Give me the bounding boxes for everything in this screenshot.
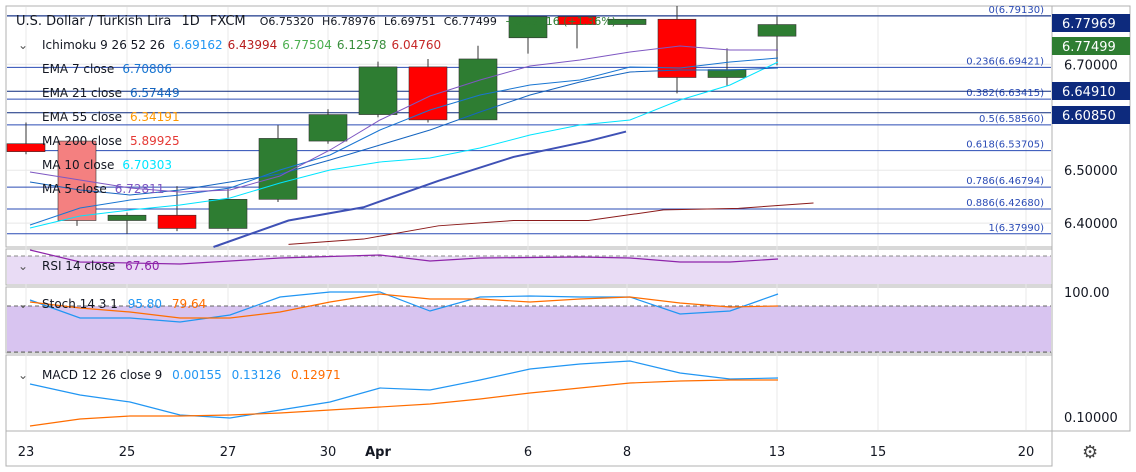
candle[interactable] — [408, 66, 448, 121]
indicator-legend-item[interactable]: MA 200 close 5.89925 — [42, 134, 180, 148]
y-tick-label: 6.50000 — [1064, 164, 1118, 179]
price-label-last: 6.77499 — [1062, 40, 1116, 55]
stoch-k-line — [29, 291, 779, 323]
x-tick-label: 25 — [119, 445, 136, 460]
x-tick-label: 20 — [1018, 445, 1035, 460]
candle[interactable] — [258, 138, 298, 200]
chevron-icon-macd: ⌄ — [18, 368, 28, 382]
ma-line — [213, 130, 627, 248]
rsi-band — [7, 256, 1051, 284]
macd-axis-label: 0.10000 — [1064, 411, 1118, 426]
y-tick-label: 6.40000 — [1064, 217, 1118, 232]
fib-level-label: 0.786(6.46794) — [966, 176, 1044, 187]
price-axis-labels: 6.77969 6.77499 6.64910 6.60850 100.00 0… — [1052, 14, 1130, 426]
exchange: FXCM — [210, 14, 246, 29]
macd-signal-line — [29, 379, 778, 427]
ohlc-high: H6.78976 — [322, 15, 376, 28]
indicator-legend-item[interactable]: MA 5 close 6.72811 — [42, 182, 164, 196]
candle[interactable] — [607, 18, 647, 25]
price-label-top: 6.77969 — [1062, 17, 1116, 32]
x-tick-label: 27 — [220, 445, 237, 460]
candle[interactable] — [107, 214, 147, 221]
candle[interactable] — [557, 16, 597, 25]
x-tick-labels: 23 25 27 30 Apr 6 8 13 15 20 — [18, 445, 1035, 460]
stoch-label: Stoch 14 3 1 95.80 79.64 — [42, 297, 206, 311]
indicator-legend-item[interactable]: MA 10 close 6.70303 — [42, 158, 172, 172]
fib-level-label: 0.5(6.58560) — [979, 114, 1044, 125]
ma-5-line — [29, 45, 778, 193]
price-label-b: 6.60850 — [1062, 109, 1116, 124]
stoch-band — [7, 306, 1051, 352]
chevron-icon-main: ⌄ — [18, 38, 28, 52]
x-tick-label: 30 — [320, 445, 337, 460]
indicator-legend-item[interactable]: Ichimoku 9 26 52 26 6.69162 6.43994 6.77504… — [42, 38, 441, 52]
chevron-icon-stoch: ⌄ — [18, 297, 28, 311]
interval: 1D — [181, 14, 199, 29]
price-box-top — [1052, 14, 1130, 32]
time-axis[interactable] — [5, 430, 1053, 467]
symbol-title: U.S. Dollar / Turkish Lira — [16, 14, 171, 29]
y-tick-label: 6.70000 — [1064, 58, 1118, 73]
ohlc-low: L6.69751 — [384, 15, 436, 28]
ohlc-change: +0.09116 (+1.36%) — [505, 15, 616, 28]
chevron-icon-rsi: ⌄ — [18, 259, 28, 273]
stoch-d-line — [29, 293, 779, 319]
candle[interactable] — [308, 114, 348, 142]
gear-icon[interactable]: ⚙ — [1082, 442, 1098, 463]
ema-21-line — [29, 67, 779, 196]
indicator-legend[interactable]: Ichimoku 9 26 52 26 6.69162 6.43994 6.77504… — [42, 38, 441, 196]
price-axis[interactable] — [1051, 5, 1131, 432]
ma-10-line — [29, 61, 779, 229]
macd-label: MACD 12 26 close 9 0.00155 0.13126 0.129… — [42, 368, 341, 382]
price-label-a: 6.64910 — [1062, 85, 1116, 100]
fib-level-label: 0.886(6.42680) — [966, 198, 1044, 209]
candle[interactable] — [208, 199, 248, 229]
candle[interactable] — [707, 69, 747, 78]
indicator-legend-item[interactable]: EMA 7 close 6.70806 — [42, 62, 172, 76]
fib-level-label: 1(6.37990) — [988, 223, 1044, 234]
ma-line — [288, 202, 814, 245]
candle[interactable] — [757, 24, 797, 37]
svg-text:U.S. Dollar / Turkish Lira: U.S. Dollar / Turkish Lira 1D FXCM O6.75… — [16, 14, 616, 29]
x-tick-label: 13 — [769, 445, 786, 460]
indicator-legend-item[interactable]: EMA 21 close 6.57449 — [42, 86, 180, 100]
x-tick-label: 23 — [18, 445, 35, 460]
x-tick-label: Apr — [365, 445, 391, 460]
x-tick-label: 6 — [524, 445, 532, 460]
rsi-label: RSI 14 close 67.60 — [42, 259, 160, 273]
fib-level-label: 0.236(6.69421) — [966, 56, 1044, 67]
candle[interactable] — [508, 16, 548, 39]
price-box-b — [1052, 106, 1130, 124]
candle[interactable] — [6, 143, 46, 152]
x-tick-label: 8 — [623, 445, 631, 460]
candle[interactable] — [358, 66, 398, 115]
candle[interactable] — [458, 58, 498, 121]
price-box-a — [1052, 82, 1130, 100]
candle[interactable] — [157, 214, 197, 229]
price-box-last — [1052, 37, 1130, 55]
stoch-axis-label: 100.00 — [1064, 286, 1110, 301]
ohlc-open: O6.75320 — [260, 15, 314, 28]
indicator-legend-item[interactable]: EMA 55 close 6.34191 — [42, 110, 180, 124]
header: U.S. Dollar / Turkish Lira 1D FXCM O6.75… — [16, 14, 616, 29]
macd-line — [29, 360, 779, 419]
collapse-chevrons[interactable]: ⌄ ⌄ ⌄ ⌄ — [18, 38, 28, 382]
x-tick-label: 15 — [870, 445, 887, 460]
fib-level-label: 0(6.79130) — [988, 5, 1044, 16]
candle[interactable] — [57, 140, 97, 221]
fib-level-label: 0.382(6.63415) — [966, 88, 1044, 99]
rsi-line — [29, 249, 779, 265]
fib-level-label: 0.618(6.53705) — [966, 140, 1044, 151]
ohlc-close: C6.77499 — [444, 15, 497, 28]
ema-7-line — [29, 57, 779, 226]
y-tick-labels: 6.40000 6.50000 6.70000 — [1064, 58, 1118, 232]
